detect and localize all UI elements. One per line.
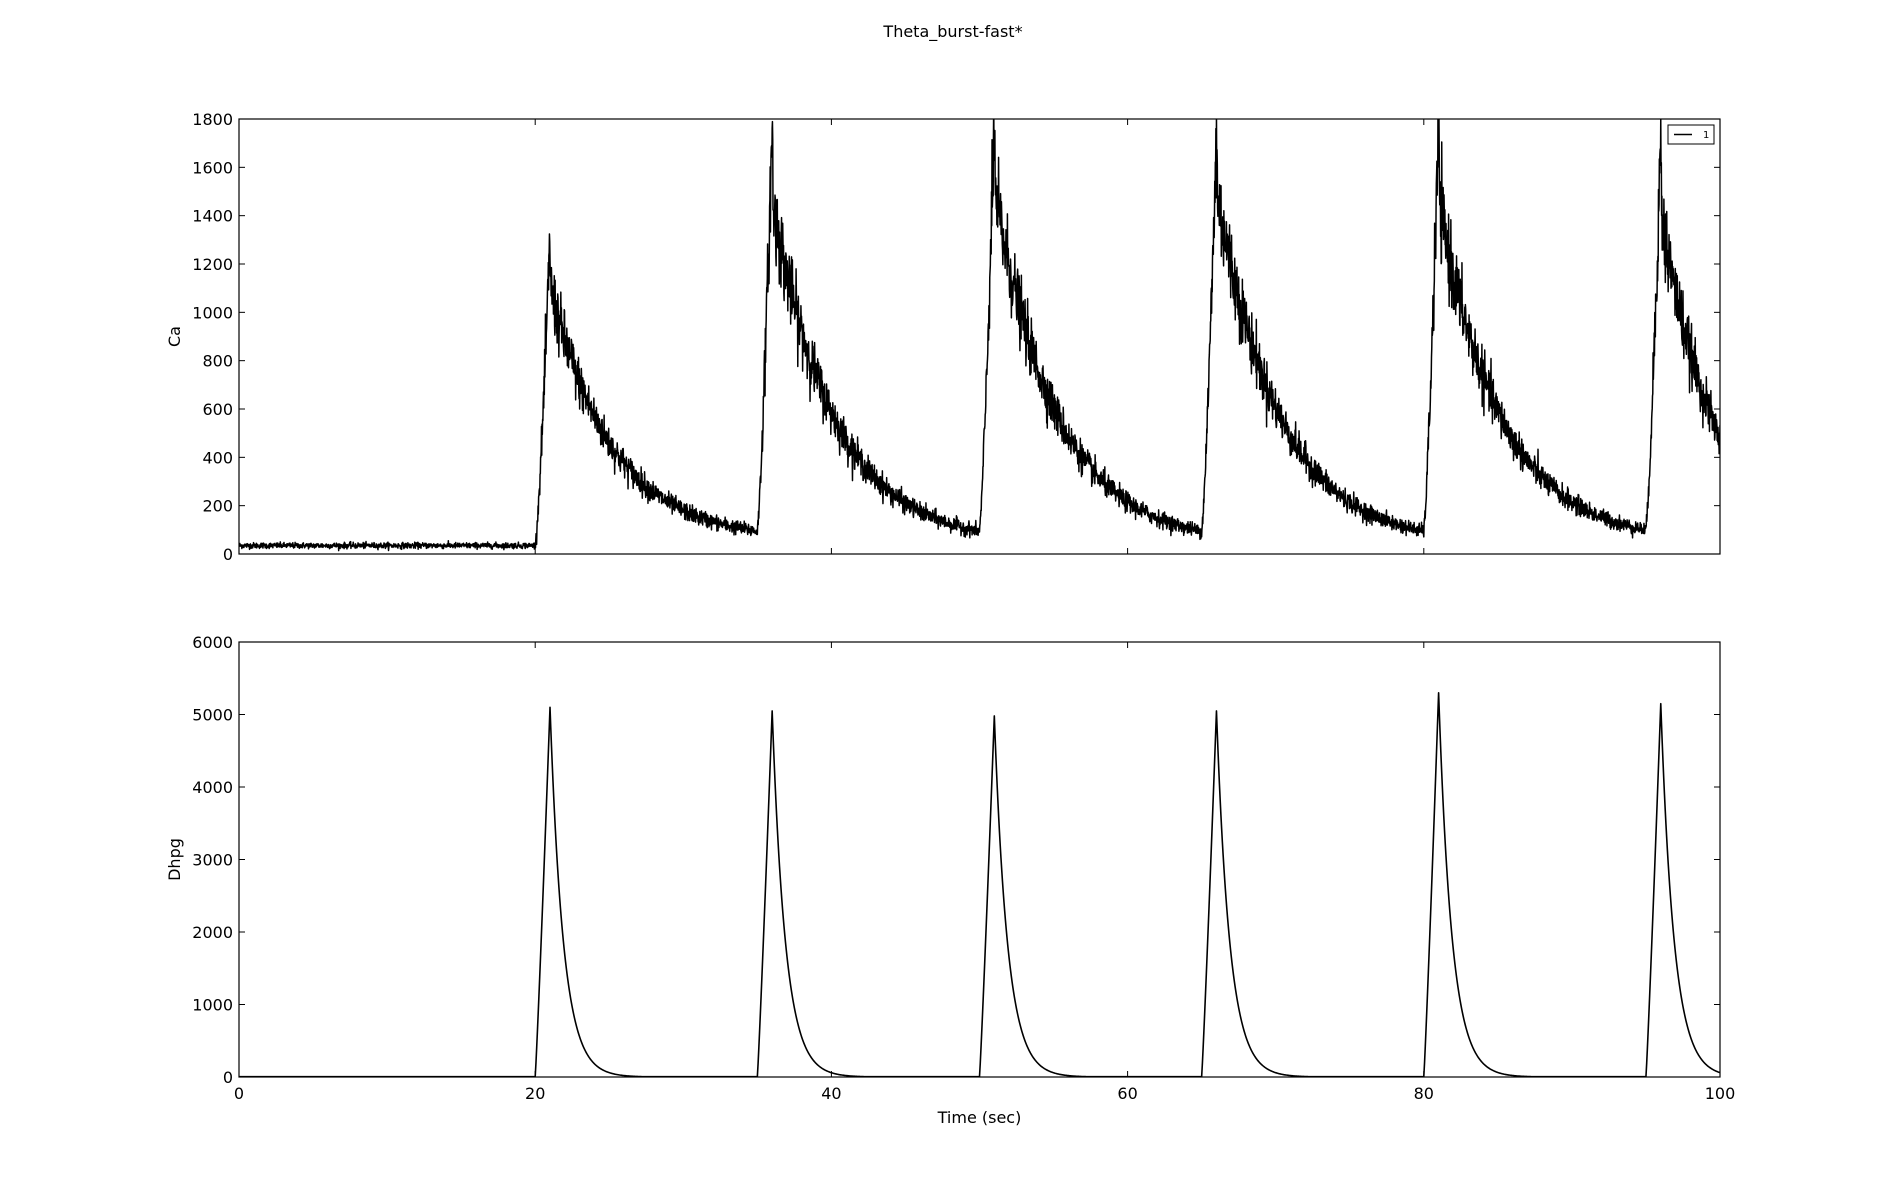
dhpg-subplot: 0 20 40 60 80 1000100020003000400050006000Dhp… (165, 633, 1735, 1127)
x-tick-label: 100 (1705, 1084, 1736, 1103)
y-tick-label: 800 (202, 352, 233, 371)
y-tick-label: 600 (202, 400, 233, 419)
y-tick-label: 5000 (192, 706, 233, 725)
y-tick-label: 1400 (192, 207, 233, 226)
x-tick-label: 20 (525, 1084, 545, 1103)
axes-frame (238, 118, 1721, 555)
y-tick-label: 0 (223, 545, 233, 564)
y-tick-label: 4000 (192, 778, 233, 797)
y-tick-label: 2000 (192, 923, 233, 942)
figure-title: Theta_burst-fast* (882, 22, 1022, 42)
y-tick-label: 1000 (192, 996, 233, 1015)
y-tick-label: 1200 (192, 255, 233, 274)
y-tick-label: 6000 (192, 633, 233, 652)
x-tick-label: 40 (821, 1084, 841, 1103)
y-tick-label: 1800 (192, 110, 233, 129)
y-tick-label: 200 (202, 497, 233, 516)
legend-label: 1 (1703, 130, 1709, 141)
y-axis-label: Dhpg (165, 838, 184, 881)
legend: 1 (1667, 124, 1715, 145)
y-tick-label: 0 (223, 1068, 233, 1087)
y-tick-label: 400 (202, 448, 233, 467)
y-axis-label: Ca (165, 326, 184, 347)
y-tick-label: 1600 (192, 158, 233, 177)
x-tick-label: 0 (234, 1084, 244, 1103)
x-axis-label: Time (sec) (937, 1108, 1022, 1127)
y-tick-label: 3000 (192, 851, 233, 870)
ca-series-line (239, 119, 1720, 552)
ca-subplot: 0 200 400 600 800 1000 1200 1400 1600 1800 Ca 1 (165, 110, 1721, 564)
x-tick-label: 80 (1414, 1084, 1434, 1103)
y-tick-label: 1000 (192, 303, 233, 322)
x-tick-label: 60 (1117, 1084, 1137, 1103)
